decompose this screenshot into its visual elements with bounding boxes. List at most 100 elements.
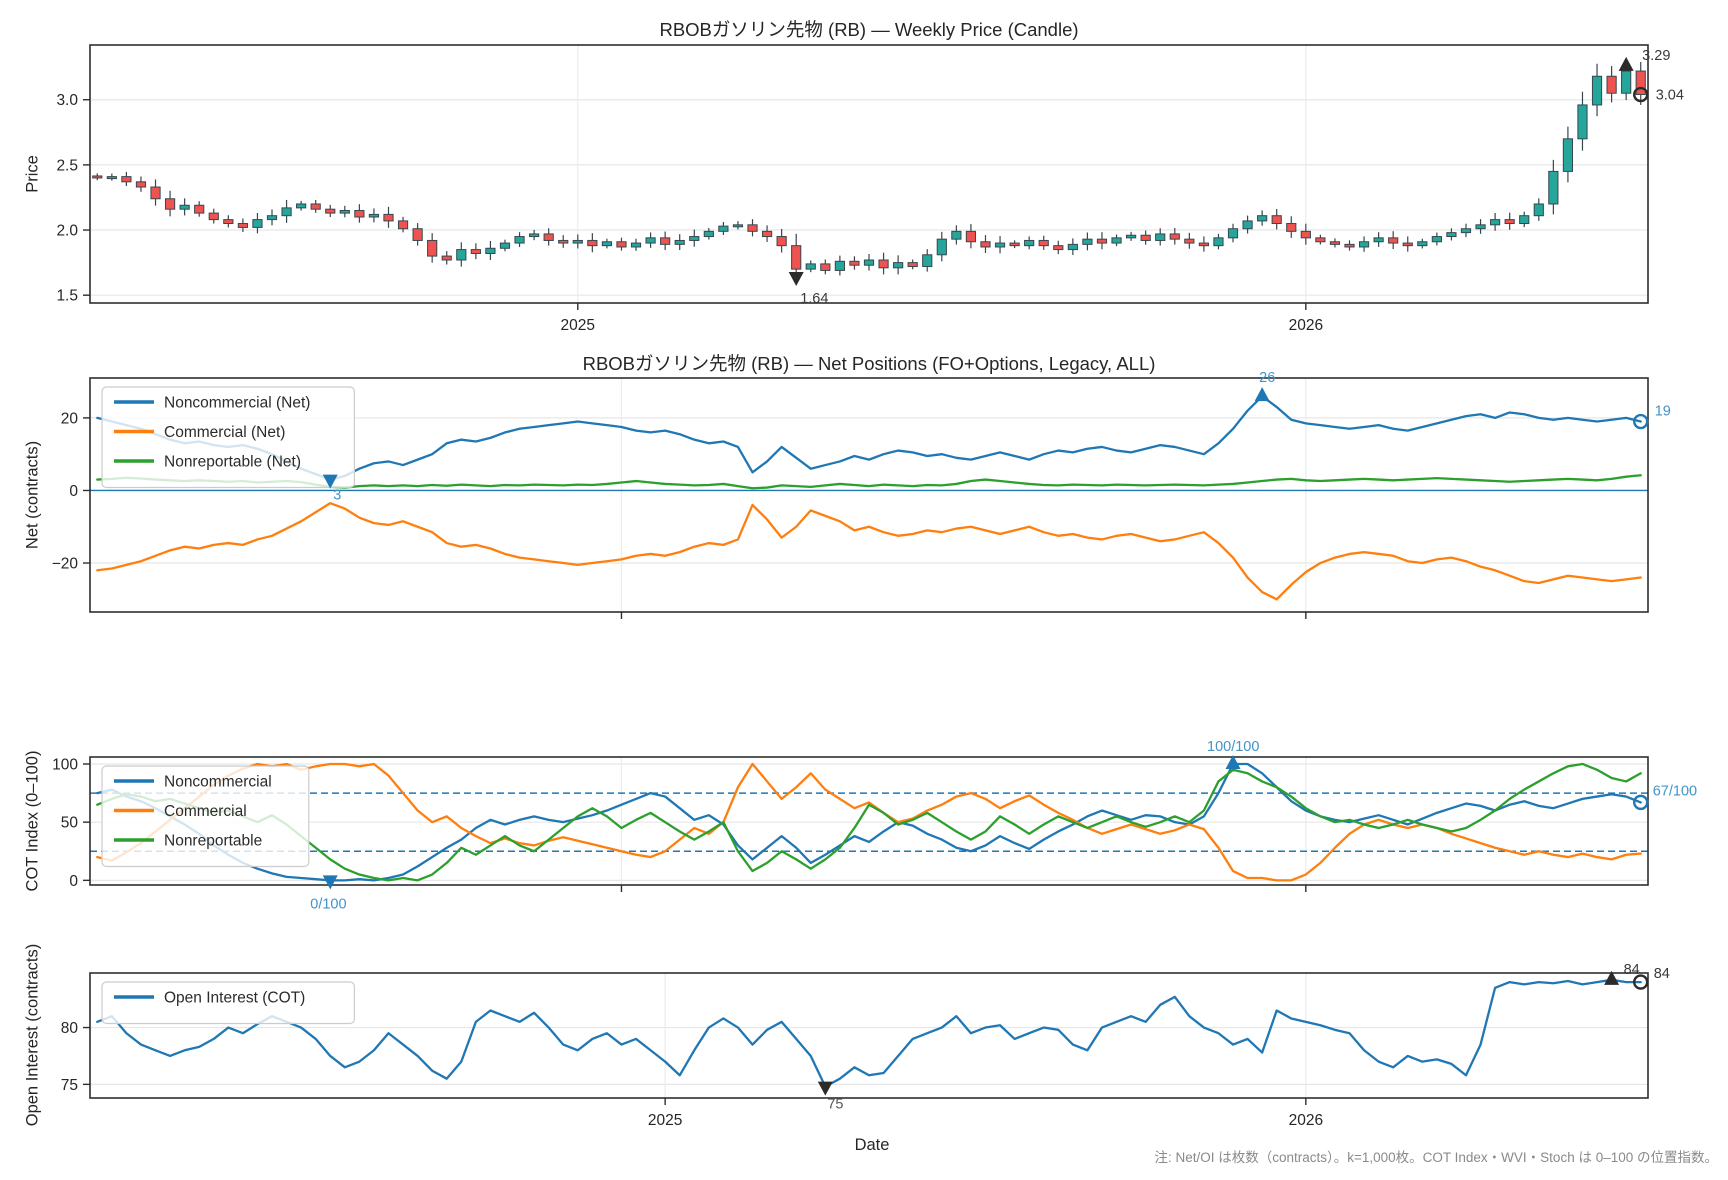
candle-down — [1635, 70, 1646, 96]
candle-down — [150, 186, 161, 200]
candle-down — [1606, 75, 1617, 94]
candle-down — [397, 220, 409, 230]
annotation-value: 84 — [1654, 966, 1670, 982]
candle-down — [383, 213, 394, 222]
legend-box — [101, 981, 355, 1025]
net-axis-label: Net (contracts) — [23, 440, 42, 550]
cot-index-axis-label: COT Index (0–100) — [23, 750, 42, 892]
candle-down — [1140, 234, 1151, 241]
candle-down — [223, 219, 234, 225]
x-tick-label: 2025 — [561, 317, 595, 334]
candle-up — [281, 207, 292, 217]
candle-down — [121, 176, 132, 183]
annotation-value: 84 — [1624, 962, 1640, 978]
x-tick-label: 2025 — [648, 1112, 682, 1129]
y-tick-label: 2.5 — [56, 157, 78, 174]
candle-up — [485, 247, 496, 254]
legend: Noncommercial Commercial Nonreportable — [101, 765, 310, 868]
y-tick-label: 75 — [61, 1077, 78, 1094]
candle-up — [1242, 220, 1253, 230]
marker-triangle-up — [1254, 387, 1270, 402]
candle-up — [1533, 203, 1544, 217]
candle-up — [514, 236, 525, 244]
candle-up — [601, 241, 613, 247]
candle-down — [1184, 238, 1195, 244]
annotation-value: 67/100 — [1653, 783, 1697, 799]
y-tick-label: 0 — [69, 873, 78, 890]
candle-up — [834, 260, 845, 271]
candle-down — [427, 239, 438, 257]
candle-up — [1257, 215, 1268, 222]
cot-index-panel: 0 50 100 Noncommercial Commercial Nonreportab… — [52, 739, 1697, 912]
candle-up — [1213, 237, 1224, 247]
candle-up — [1067, 243, 1078, 251]
candle-down — [747, 224, 758, 232]
candle-up — [703, 230, 714, 238]
candle-up — [1475, 224, 1486, 230]
legend-box — [101, 386, 355, 489]
candle-down — [980, 241, 991, 248]
marker-circle-open — [1633, 794, 1649, 811]
candle-up — [1577, 104, 1588, 140]
candle-up — [296, 203, 307, 209]
candle-down — [1038, 239, 1049, 247]
legend-label: Nonreportable — [164, 833, 262, 850]
candle-up — [106, 176, 117, 180]
candle-down — [194, 204, 205, 214]
legend-label: Nonreportable (Net) — [164, 454, 301, 471]
candle-down — [907, 262, 918, 268]
annotation-value: 0/100 — [310, 896, 346, 912]
annotation-value: 26 — [1259, 370, 1275, 386]
marker-triangle-down — [322, 875, 338, 890]
series-line — [96, 502, 1642, 601]
candle-down — [92, 175, 103, 179]
candle-up — [922, 254, 933, 268]
y-tick-label: −20 — [52, 556, 79, 573]
candle-down — [878, 259, 889, 269]
candle-down — [1096, 238, 1108, 244]
x-tick-label: 2026 — [1289, 1112, 1323, 1129]
annotation-value: 19 — [1655, 404, 1671, 420]
annotation-value: 3.29 — [1642, 48, 1670, 64]
candle-down — [412, 228, 423, 241]
legend-label: Noncommercial (Net) — [164, 395, 310, 412]
legend-label: Commercial (Net) — [164, 424, 285, 441]
annotation-value: 1.64 — [800, 291, 828, 307]
candle-down — [776, 236, 787, 247]
marker-triangle-down — [817, 1081, 833, 1096]
panel-border — [89, 44, 1649, 304]
y-tick-label: 1.5 — [56, 288, 78, 305]
candle-down — [208, 212, 219, 221]
panel-border — [89, 972, 1649, 1099]
candle-up — [1621, 70, 1632, 94]
series-line — [96, 762, 1642, 882]
candle-down — [1315, 237, 1326, 243]
candle-up — [1548, 170, 1559, 205]
candle-down — [1402, 242, 1413, 247]
candle-down — [1286, 223, 1297, 232]
y-tick-label: 80 — [61, 1020, 79, 1037]
candle-up — [951, 230, 962, 240]
candle-down — [1344, 243, 1355, 248]
candle-down — [587, 239, 598, 247]
candle-up — [994, 242, 1006, 248]
legend-label: Noncommercial — [164, 774, 272, 791]
candle-up — [1082, 238, 1093, 245]
candle-up — [863, 259, 875, 266]
series-line — [96, 474, 1642, 490]
candle-up — [630, 242, 642, 248]
candle-up — [252, 219, 263, 228]
candle-up — [732, 224, 744, 228]
y-tick-label: 2.0 — [56, 223, 78, 240]
candle-down — [310, 203, 321, 210]
candle-down — [543, 233, 554, 241]
candle-down — [1169, 233, 1180, 240]
price-panel: 1.5 2.0 2.5 3.0 2025 2026 3.29 3.04 1.64 — [56, 44, 1684, 334]
candle-up — [645, 237, 656, 244]
annotation-value: 75 — [827, 1097, 843, 1113]
candle-up — [1227, 228, 1239, 239]
units-footnote: 注: Net/OI は枚数（contracts）。k=1,000枚。COT In… — [1154, 1150, 1718, 1165]
panel-border — [89, 377, 1649, 613]
candle-up — [339, 209, 350, 214]
